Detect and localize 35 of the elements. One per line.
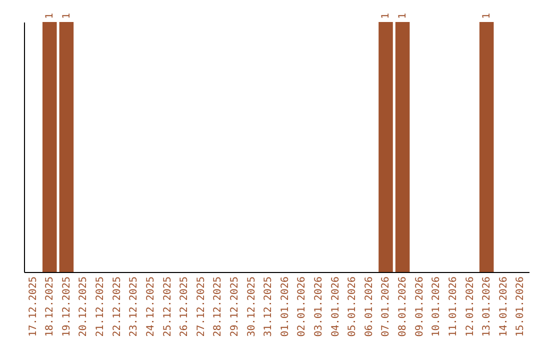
x-tick-label: 23.12.2025 xyxy=(128,276,140,337)
x-tick-label: 29.12.2025 xyxy=(229,276,240,337)
x-tick-label: 01.01.2026 xyxy=(280,276,291,337)
x-tick-label: 20.12.2025 xyxy=(78,276,90,337)
x-tick-label: 08.01.2026 xyxy=(398,276,409,337)
x-tick-label: 17.12.2025 xyxy=(28,276,39,337)
data-label: 1 xyxy=(44,12,56,19)
x-tick-label: 25.12.2025 xyxy=(162,276,174,337)
data-label: 1 xyxy=(61,12,72,19)
data-label: 1 xyxy=(380,12,392,19)
x-tick-label: 12.01.2026 xyxy=(464,276,476,337)
x-tick-label: 26.12.2025 xyxy=(179,276,190,337)
data-label: 1 xyxy=(398,12,409,19)
x-tick-label: 30.12.2025 xyxy=(246,276,258,337)
x-tick-label: 19.12.2025 xyxy=(61,276,72,337)
x-tick-label: 13.01.2026 xyxy=(482,276,493,337)
x-tick-label: 24.12.2025 xyxy=(145,276,156,337)
x-tick-label: 31.12.2025 xyxy=(263,276,274,337)
x-tick-label: 10.01.2026 xyxy=(431,276,442,337)
x-tick-label: 22.12.2025 xyxy=(112,276,123,337)
x-tick-label: 04.01.2026 xyxy=(330,276,342,337)
x-tick-label: 18.12.2025 xyxy=(44,276,56,337)
x-tick-label: 15.01.2026 xyxy=(515,276,526,337)
x-tick-label: 02.01.2026 xyxy=(296,276,308,337)
x-tick-label: 05.01.2026 xyxy=(347,276,358,337)
x-tick-label: 28.12.2025 xyxy=(212,276,224,337)
x-tick-label: 11.01.2026 xyxy=(448,276,459,337)
x-tick-label: 14.01.2026 xyxy=(498,276,510,337)
x-tick-label: 03.01.2026 xyxy=(314,276,325,337)
x-tick-label: 07.01.2026 xyxy=(380,276,392,337)
x-tick-label: 21.12.2025 xyxy=(95,276,106,337)
x-tick-label: 27.12.2025 xyxy=(196,276,207,337)
x-tick-label: 06.01.2026 xyxy=(364,276,375,337)
data-label: 1 xyxy=(482,12,493,19)
x-tick-label: 09.01.2026 xyxy=(414,276,426,337)
